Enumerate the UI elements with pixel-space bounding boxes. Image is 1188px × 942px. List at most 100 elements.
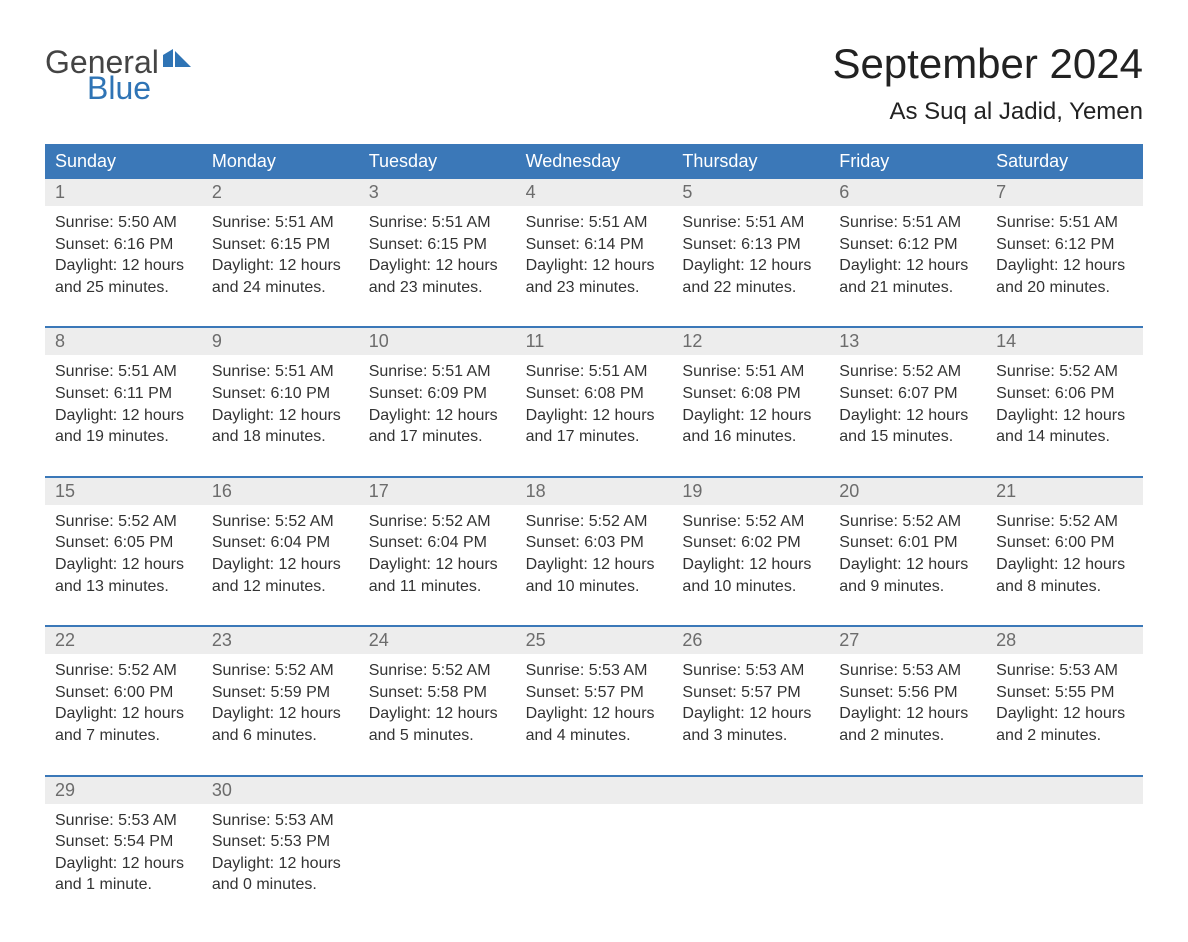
weekday-header: Sunday Monday Tuesday Wednesday Thursday…	[45, 144, 1143, 179]
day-cell: Sunrise: 5:53 AMSunset: 5:53 PMDaylight:…	[202, 804, 359, 902]
day-body-row: Sunrise: 5:53 AMSunset: 5:54 PMDaylight:…	[45, 804, 1143, 902]
day-cell: Sunrise: 5:52 AMSunset: 6:07 PMDaylight:…	[829, 355, 986, 453]
daynum-row: 891011121314	[45, 328, 1143, 355]
day-cell: Sunrise: 5:52 AMSunset: 5:59 PMDaylight:…	[202, 654, 359, 752]
daylight-text: Daylight: 12 hours and 10 minutes.	[682, 554, 819, 597]
sunset-text: Sunset: 5:55 PM	[996, 682, 1133, 704]
sunset-text: Sunset: 6:05 PM	[55, 532, 192, 554]
week-row: 15161718192021Sunrise: 5:52 AMSunset: 6:…	[45, 476, 1143, 603]
day-cell: Sunrise: 5:52 AMSunset: 6:02 PMDaylight:…	[672, 505, 829, 603]
sunset-text: Sunset: 6:00 PM	[55, 682, 192, 704]
daylight-text: Daylight: 12 hours and 4 minutes.	[526, 703, 663, 746]
daylight-text: Daylight: 12 hours and 1 minute.	[55, 853, 192, 896]
sunrise-text: Sunrise: 5:52 AM	[996, 361, 1133, 383]
sunrise-text: Sunrise: 5:51 AM	[212, 361, 349, 383]
daylight-text: Daylight: 12 hours and 23 minutes.	[526, 255, 663, 298]
sunset-text: Sunset: 6:11 PM	[55, 383, 192, 405]
sunrise-text: Sunrise: 5:52 AM	[55, 660, 192, 682]
logo: General Blue	[45, 40, 191, 104]
day-number: 9	[202, 328, 359, 355]
daylight-text: Daylight: 12 hours and 2 minutes.	[839, 703, 976, 746]
day-cell	[516, 804, 673, 902]
sunrise-text: Sunrise: 5:53 AM	[55, 810, 192, 832]
day-number: 30	[202, 777, 359, 804]
sunrise-text: Sunrise: 5:52 AM	[839, 511, 976, 533]
week-row: 22232425262728Sunrise: 5:52 AMSunset: 6:…	[45, 625, 1143, 752]
day-number: 7	[986, 179, 1143, 206]
sunrise-text: Sunrise: 5:51 AM	[369, 212, 506, 234]
day-number: 14	[986, 328, 1143, 355]
sunrise-text: Sunrise: 5:52 AM	[996, 511, 1133, 533]
day-cell: Sunrise: 5:51 AMSunset: 6:13 PMDaylight:…	[672, 206, 829, 304]
day-number: 5	[672, 179, 829, 206]
sunrise-text: Sunrise: 5:53 AM	[526, 660, 663, 682]
daylight-text: Daylight: 12 hours and 15 minutes.	[839, 405, 976, 448]
daylight-text: Daylight: 12 hours and 8 minutes.	[996, 554, 1133, 597]
daylight-text: Daylight: 12 hours and 7 minutes.	[55, 703, 192, 746]
week-row: 1234567Sunrise: 5:50 AMSunset: 6:16 PMDa…	[45, 179, 1143, 304]
sunset-text: Sunset: 6:02 PM	[682, 532, 819, 554]
day-cell: Sunrise: 5:51 AMSunset: 6:15 PMDaylight:…	[202, 206, 359, 304]
sunrise-text: Sunrise: 5:51 AM	[682, 361, 819, 383]
day-number: 18	[516, 478, 673, 505]
sunset-text: Sunset: 6:08 PM	[526, 383, 663, 405]
weeks-container: 1234567Sunrise: 5:50 AMSunset: 6:16 PMDa…	[45, 179, 1143, 902]
daylight-text: Daylight: 12 hours and 3 minutes.	[682, 703, 819, 746]
sunset-text: Sunset: 6:16 PM	[55, 234, 192, 256]
day-number: 10	[359, 328, 516, 355]
day-number: 22	[45, 627, 202, 654]
day-number: 20	[829, 478, 986, 505]
month-title: September 2024	[832, 40, 1143, 88]
daylight-text: Daylight: 12 hours and 0 minutes.	[212, 853, 349, 896]
day-cell	[672, 804, 829, 902]
day-cell: Sunrise: 5:51 AMSunset: 6:10 PMDaylight:…	[202, 355, 359, 453]
sunset-text: Sunset: 6:04 PM	[369, 532, 506, 554]
day-cell: Sunrise: 5:51 AMSunset: 6:09 PMDaylight:…	[359, 355, 516, 453]
sunrise-text: Sunrise: 5:51 AM	[839, 212, 976, 234]
day-number: 24	[359, 627, 516, 654]
day-cell: Sunrise: 5:52 AMSunset: 6:01 PMDaylight:…	[829, 505, 986, 603]
day-cell: Sunrise: 5:52 AMSunset: 6:00 PMDaylight:…	[986, 505, 1143, 603]
weekday-sat: Saturday	[986, 144, 1143, 179]
day-number: 1	[45, 179, 202, 206]
day-number: 21	[986, 478, 1143, 505]
sunset-text: Sunset: 5:56 PM	[839, 682, 976, 704]
sunrise-text: Sunrise: 5:51 AM	[369, 361, 506, 383]
daylight-text: Daylight: 12 hours and 14 minutes.	[996, 405, 1133, 448]
sunrise-text: Sunrise: 5:52 AM	[212, 511, 349, 533]
day-number	[516, 777, 673, 804]
daylight-text: Daylight: 12 hours and 16 minutes.	[682, 405, 819, 448]
sunset-text: Sunset: 6:15 PM	[212, 234, 349, 256]
sunrise-text: Sunrise: 5:51 AM	[212, 212, 349, 234]
daylight-text: Daylight: 12 hours and 10 minutes.	[526, 554, 663, 597]
daylight-text: Daylight: 12 hours and 21 minutes.	[839, 255, 976, 298]
sunset-text: Sunset: 5:53 PM	[212, 831, 349, 853]
daylight-text: Daylight: 12 hours and 9 minutes.	[839, 554, 976, 597]
daynum-row: 22232425262728	[45, 627, 1143, 654]
daylight-text: Daylight: 12 hours and 24 minutes.	[212, 255, 349, 298]
daylight-text: Daylight: 12 hours and 11 minutes.	[369, 554, 506, 597]
sunrise-text: Sunrise: 5:51 AM	[526, 212, 663, 234]
sunrise-text: Sunrise: 5:53 AM	[996, 660, 1133, 682]
sunset-text: Sunset: 5:57 PM	[682, 682, 819, 704]
weekday-sun: Sunday	[45, 144, 202, 179]
day-number: 29	[45, 777, 202, 804]
sunset-text: Sunset: 6:01 PM	[839, 532, 976, 554]
day-number: 19	[672, 478, 829, 505]
day-number: 4	[516, 179, 673, 206]
day-cell: Sunrise: 5:53 AMSunset: 5:54 PMDaylight:…	[45, 804, 202, 902]
day-cell: Sunrise: 5:51 AMSunset: 6:11 PMDaylight:…	[45, 355, 202, 453]
sunset-text: Sunset: 5:58 PM	[369, 682, 506, 704]
day-cell: Sunrise: 5:50 AMSunset: 6:16 PMDaylight:…	[45, 206, 202, 304]
sunrise-text: Sunrise: 5:52 AM	[526, 511, 663, 533]
sunrise-text: Sunrise: 5:53 AM	[839, 660, 976, 682]
day-cell: Sunrise: 5:52 AMSunset: 6:00 PMDaylight:…	[45, 654, 202, 752]
sunset-text: Sunset: 6:10 PM	[212, 383, 349, 405]
header: General Blue September 2024 As Suq al Ja…	[45, 40, 1143, 126]
sunrise-text: Sunrise: 5:53 AM	[212, 810, 349, 832]
daylight-text: Daylight: 12 hours and 20 minutes.	[996, 255, 1133, 298]
daylight-text: Daylight: 12 hours and 12 minutes.	[212, 554, 349, 597]
day-number	[359, 777, 516, 804]
day-cell: Sunrise: 5:53 AMSunset: 5:55 PMDaylight:…	[986, 654, 1143, 752]
sunset-text: Sunset: 6:03 PM	[526, 532, 663, 554]
